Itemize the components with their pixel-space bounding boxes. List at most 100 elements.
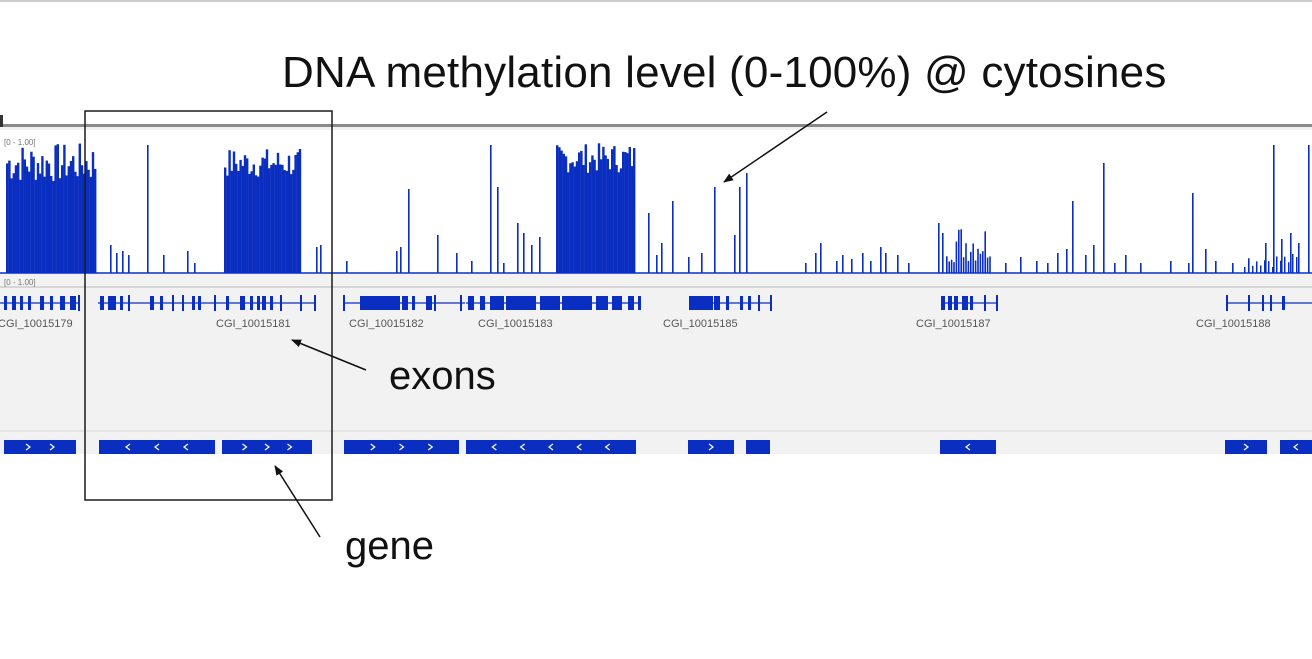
methylation-bar [815, 253, 817, 273]
exon-block [28, 296, 31, 310]
methylation-bar [571, 162, 574, 273]
exon-block [402, 296, 408, 310]
strand-arrow-icon [242, 443, 248, 451]
feature-label: CGI_10015185 [663, 318, 738, 330]
feature-label: CGI_10015188 [1196, 318, 1271, 330]
methylation-bar [298, 148, 302, 273]
methylation-bar [408, 189, 410, 273]
methylation-bar [1114, 263, 1116, 273]
methylation-bar [1170, 261, 1172, 273]
methylation-bar [72, 156, 75, 273]
methylation-bar [235, 163, 238, 273]
methylation-bar [820, 243, 822, 273]
methylation-bar [862, 253, 864, 273]
exon-block [100, 296, 104, 310]
methylation-bar [1066, 249, 1068, 273]
methylation-bar [562, 153, 565, 273]
methylation-bar [34, 179, 37, 273]
methylation-bar [232, 151, 236, 273]
methylation-bar [250, 171, 253, 273]
methylation-bar [589, 162, 592, 273]
methylation-bar [648, 213, 650, 273]
methylation-bar [187, 251, 189, 273]
methylation-bar [613, 146, 616, 273]
methylation-bar [1265, 243, 1267, 273]
exon-block [160, 296, 163, 310]
exon-block [300, 295, 302, 311]
highlight-box [84, 110, 333, 501]
exon-block [689, 296, 713, 310]
exon-block [12, 296, 16, 310]
methylation-bar [672, 201, 674, 273]
exon-block [628, 296, 634, 310]
strand-arrow-icon [1243, 443, 1249, 451]
data-range-label: [0 - 1.00] [4, 138, 36, 147]
strand-arrow-icon [154, 443, 160, 451]
methylation-bar [281, 164, 284, 273]
methylation-bar [1252, 265, 1254, 273]
methylation-bar [955, 241, 958, 273]
exon-block [1226, 295, 1228, 311]
methylation-bar [147, 145, 149, 273]
exon-block [40, 296, 44, 310]
methylation-bar [265, 149, 269, 273]
methylation-bar [239, 159, 242, 273]
strand-arrow-icon [576, 443, 582, 451]
methylation-bar [122, 251, 124, 273]
exon-block [1270, 295, 1272, 311]
exon-block [182, 295, 184, 311]
methylation-bar [626, 153, 629, 273]
methylation-bar [276, 152, 280, 273]
methylation-bar [89, 176, 92, 273]
exon-block [758, 295, 760, 311]
strand-arrow-icon [1293, 443, 1299, 451]
methylation-bar [74, 171, 77, 273]
exon-block [412, 296, 415, 310]
methylation-bar [76, 176, 79, 273]
exon-block [748, 296, 751, 310]
methylation-bar [437, 235, 439, 273]
methylation-bar [283, 170, 286, 273]
methylation-bar [946, 256, 948, 273]
exon-block [540, 296, 560, 310]
methylation-bar [52, 180, 55, 273]
exon-block [120, 296, 123, 310]
methylation-bar [573, 166, 576, 273]
methylation-bar [1036, 261, 1038, 273]
strand-arrow-icon [708, 443, 714, 451]
methylation-bar [1256, 261, 1258, 273]
arrow-to-methylation [723, 111, 828, 183]
strand-arrow-icon [965, 443, 971, 451]
methylation-bar [45, 160, 48, 273]
methylation-bar [116, 253, 118, 273]
strand-arrow-icon [604, 443, 611, 451]
methylation-bar [254, 175, 258, 273]
methylation-bar [567, 172, 570, 273]
methylation-bar [960, 229, 962, 273]
strand-arrow-icon [49, 443, 55, 451]
methylation-bar [1292, 253, 1294, 273]
exon-block [426, 296, 432, 310]
methylation-bar [597, 143, 601, 273]
exon-block [941, 296, 945, 310]
methylation-bar [1284, 256, 1286, 273]
methylation-bar [6, 163, 9, 273]
methylation-bar [21, 147, 24, 273]
exon-block [60, 296, 65, 310]
methylation-bar [346, 261, 348, 273]
methylation-bar [972, 243, 974, 273]
methylation-bar [224, 167, 227, 273]
methylation-bar [517, 223, 519, 273]
gene-block [746, 440, 770, 454]
methylation-bar [701, 253, 703, 273]
methylation-bar [1244, 266, 1246, 273]
methylation-bar [656, 255, 658, 273]
arrow-to-gene [274, 465, 321, 538]
methylation-bar [490, 145, 492, 273]
methylation-bar [1057, 253, 1059, 273]
methylation-bar [25, 166, 29, 273]
methylation-bar [885, 253, 887, 273]
feature-labels: CGI_10015179 CGI_10015181 CGI_10015182 C… [0, 318, 1271, 330]
exon-block [596, 296, 608, 310]
methylation-bar [1215, 261, 1217, 273]
